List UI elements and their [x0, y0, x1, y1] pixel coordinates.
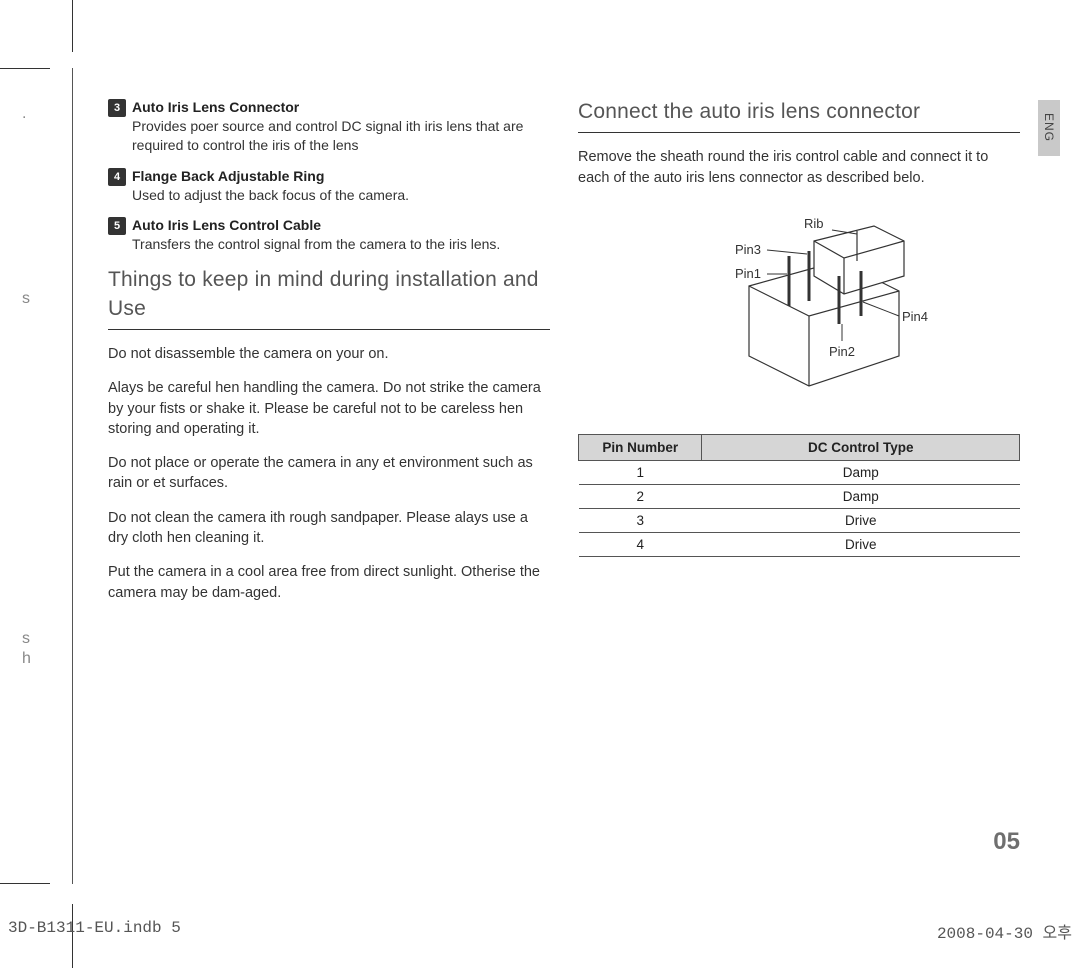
section-rule [578, 132, 1020, 133]
page-number: 05 [993, 828, 1020, 856]
cutoff-text: h [22, 650, 31, 668]
cutoff-text: . [22, 105, 26, 123]
table-cell: 4 [579, 532, 702, 556]
table-cell: Damp [702, 484, 1020, 508]
table-cell: Drive [702, 508, 1020, 532]
table-cell: 2 [579, 484, 702, 508]
table-row: 4 Drive [579, 532, 1020, 556]
table-cell: Drive [702, 532, 1020, 556]
diagram-label-pin3: Pin3 [735, 242, 761, 257]
table-header-row: Pin Number DC Control Type [579, 434, 1020, 460]
table-row: 2 Damp [579, 484, 1020, 508]
footer-date: 2008-04-30 오후 [937, 919, 1072, 943]
diagram-label-pin2: Pin2 [829, 344, 855, 359]
table-cell: 1 [579, 460, 702, 484]
table-row: 3 Drive [579, 508, 1020, 532]
item-number-box: 5 [108, 217, 126, 235]
item-title: Auto Iris Lens Connector [132, 99, 299, 115]
precaution-para: Put the camera in a cool area free from … [108, 562, 550, 603]
table-header: Pin Number [579, 434, 702, 460]
numbered-item: 3 Auto Iris Lens Connector Provides poer… [108, 98, 550, 155]
footer-file: 3D-B1311-EU.indb 5 [8, 919, 181, 943]
precaution-para: Do not place or operate the camera in an… [108, 453, 550, 494]
crop-mark [0, 68, 50, 69]
table-row: 1 Damp [579, 460, 1020, 484]
table-cell: Damp [702, 460, 1020, 484]
precaution-para: Do not clean the camera ith rough sandpa… [108, 508, 550, 549]
crop-mark [0, 883, 50, 884]
precaution-para: Alays be careful hen handling the camera… [108, 378, 550, 439]
section-heading-precautions: Things to keep in mind during installati… [108, 266, 550, 323]
crop-mark [72, 0, 73, 52]
pin-table: Pin Number DC Control Type 1 Damp 2 Damp… [578, 434, 1020, 557]
item-title: Auto Iris Lens Control Cable [132, 217, 321, 233]
diagram-label-pin1: Pin1 [735, 266, 761, 281]
cutoff-text: s [22, 630, 30, 648]
item-title: Flange Back Adjustable Ring [132, 168, 324, 184]
diagram-label-pin4: Pin4 [902, 309, 928, 324]
table-cell: 3 [579, 508, 702, 532]
numbered-item: 4 Flange Back Adjustable Ring Used to ad… [108, 167, 550, 205]
print-footer: 3D-B1311-EU.indb 5 2008-04-30 오후 [0, 919, 1080, 943]
intro-para: Remove the sheath round the iris control… [578, 147, 1020, 188]
item-desc: Used to adjust the back focus of the cam… [132, 187, 409, 203]
precaution-para: Do not disassemble the camera on your on… [108, 344, 550, 364]
cutoff-text: s [22, 290, 30, 308]
numbered-item: 5 Auto Iris Lens Control Cable Transfers… [108, 216, 550, 254]
left-column: 3 Auto Iris Lens Connector Provides poer… [108, 98, 550, 617]
item-desc: Transfers the control signal from the ca… [132, 236, 500, 252]
right-column: Connect the auto iris lens connector Rem… [578, 98, 1020, 617]
connector-diagram: Rib Pin3 Pin1 Pin2 Pin4 [578, 206, 1020, 416]
item-number-box: 3 [108, 99, 126, 117]
item-desc: Provides poer source and control DC sign… [132, 118, 523, 153]
section-heading-connector: Connect the auto iris lens connector [578, 98, 1020, 126]
section-rule [108, 329, 550, 330]
table-header: DC Control Type [702, 434, 1020, 460]
item-number-box: 4 [108, 168, 126, 186]
language-tab: ENG [1038, 100, 1060, 156]
diagram-label-rib: Rib [804, 216, 824, 231]
